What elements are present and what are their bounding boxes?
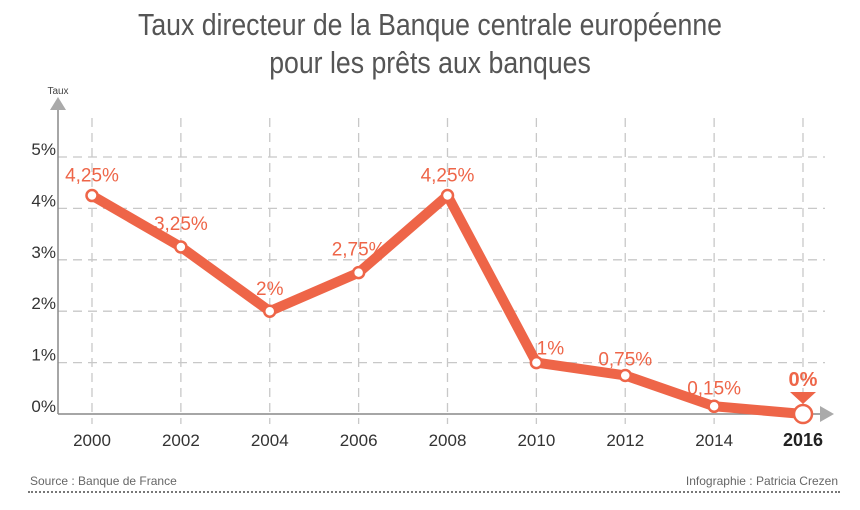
data-label: 0,15% [687, 378, 741, 399]
x-tick-label: 2014 [695, 431, 733, 450]
y-tick-label: 2% [31, 294, 56, 313]
title-line-1: Taux directeur de la Banque centrale eur… [138, 7, 722, 42]
data-point [440, 188, 455, 203]
x-tick-label: 2012 [606, 431, 644, 450]
data-label: 4,25% [65, 166, 119, 187]
data-point [85, 188, 99, 203]
x-tick-label: 2008 [429, 431, 467, 450]
data-label: 1% [537, 339, 565, 360]
data-label: 0,75% [598, 349, 652, 370]
source-note: Source : Banque de France [30, 474, 177, 488]
x-tick-label: 2006 [340, 431, 378, 450]
y-tick-label: 1% [31, 346, 56, 365]
y-axis-label: Taux [47, 86, 68, 97]
x-tick-label: 2000 [73, 431, 111, 450]
data-point [351, 265, 366, 280]
data-label: 2,75% [332, 240, 386, 261]
data-point [618, 368, 632, 383]
y-tick-label: 3% [31, 243, 56, 262]
y-tick-label: 0% [31, 397, 56, 416]
data-label: 4,25% [421, 166, 475, 187]
data-point [263, 304, 277, 318]
chart-title: Taux directeur de la Banque centrale eur… [60, 6, 800, 82]
x-tick-label: 2016 [783, 430, 823, 450]
data-label: 3,25% [154, 214, 208, 235]
highlight-triangle [790, 392, 816, 404]
data-point [529, 355, 544, 370]
data-point [174, 240, 188, 254]
y-tick-label: 4% [31, 191, 56, 210]
data-point [707, 399, 721, 414]
x-axis-arrow [820, 406, 834, 422]
x-tick-label: 2004 [251, 431, 289, 450]
y-axis-arrow [50, 97, 66, 110]
title-line-2: pour les prêts aux banques [269, 45, 591, 80]
data-label: 0% [789, 369, 818, 391]
credit-note: Infographie : Patricia Crezen [685, 474, 838, 488]
data-point [792, 403, 814, 425]
x-tick-label: 2010 [517, 431, 555, 450]
x-tick-label: 2002 [162, 431, 200, 450]
data-label: 2% [256, 279, 284, 300]
y-tick-label: 5% [31, 140, 56, 159]
footer-divider [28, 491, 840, 493]
